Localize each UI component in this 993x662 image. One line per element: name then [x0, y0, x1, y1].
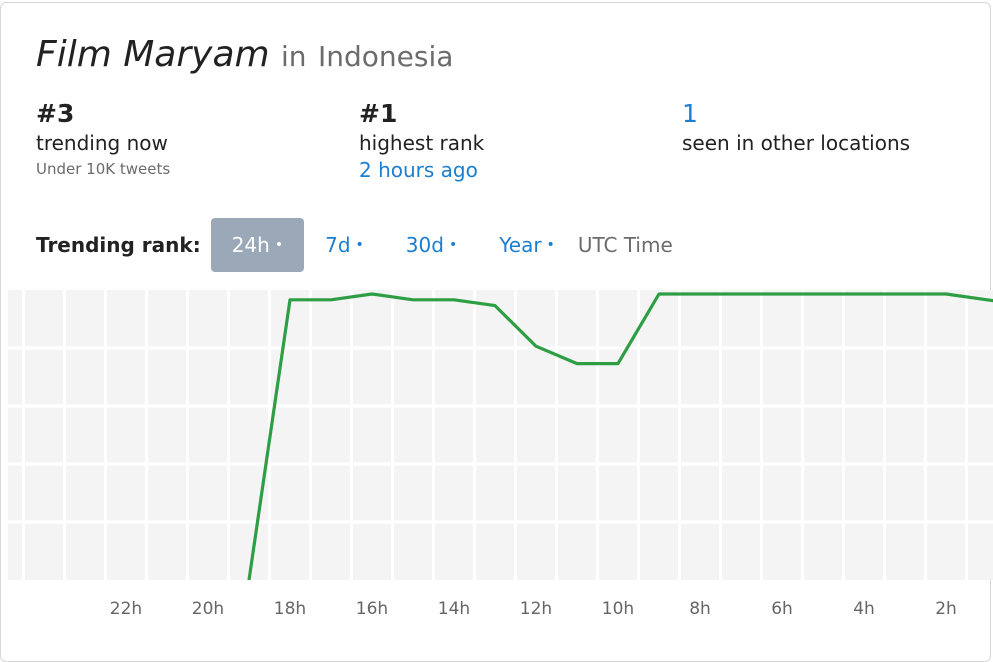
x-tick-label: 6h	[771, 599, 793, 619]
grid-line-vertical	[145, 290, 148, 580]
x-tick-label: 16h	[356, 599, 388, 619]
x-tick-label: 8h	[689, 599, 711, 619]
grid-line-vertical	[473, 290, 476, 580]
grid-line-horizontal	[8, 462, 993, 466]
range-24h-label: 24h	[231, 233, 270, 257]
stat-highest-rank: #1 highest rank 2 hours ago	[359, 99, 484, 183]
x-tick-label: 10h	[602, 599, 634, 619]
stat-current-rank: #3 trending now Under 10K tweets	[36, 99, 170, 181]
range-year-button[interactable]: Year •	[478, 218, 576, 272]
grid-line-vertical	[22, 290, 25, 580]
highest-rank-label: highest rank	[359, 131, 485, 155]
trend-location: Indonesia	[318, 40, 454, 73]
dot-icon: •	[448, 237, 458, 253]
grid-line-vertical	[883, 290, 886, 580]
grid-line-horizontal	[8, 404, 993, 408]
rank-series-line	[247, 292, 993, 581]
grid-line-vertical	[432, 290, 435, 580]
x-tick-label: 4h	[853, 599, 875, 619]
tweet-volume: Under 10K tweets	[36, 160, 171, 178]
grid-line-vertical	[104, 290, 107, 580]
grid-line-vertical	[678, 290, 681, 580]
highest-rank-time-link[interactable]: 2 hours ago	[359, 158, 478, 182]
location-prefix: in	[281, 40, 307, 73]
dot-icon: •	[355, 237, 364, 253]
range-7d-button[interactable]: 7d •	[304, 218, 385, 272]
x-tick-label: 2h	[935, 599, 957, 619]
x-tick-label: 12h	[520, 599, 552, 619]
stat-other-locations: 1 seen in other locations	[682, 99, 910, 157]
grid-line-vertical	[63, 290, 66, 580]
range-30d-label: 30d	[405, 233, 444, 257]
trend-topic: Film Maryam	[36, 34, 270, 75]
grid-line-vertical	[309, 290, 312, 580]
x-tick-label: 20h	[192, 599, 224, 619]
grid-line-vertical	[801, 290, 804, 580]
dot-icon: •	[274, 237, 284, 253]
grid-line-horizontal	[8, 520, 993, 524]
other-locations-label: seen in other locations	[682, 131, 911, 155]
grid-line-vertical	[596, 290, 599, 580]
highest-rank-value: #1	[359, 99, 398, 128]
grid-line-vertical	[391, 290, 394, 580]
trend-title: Film Maryam in Indonesia	[36, 33, 453, 79]
range-selector: Trending rank: 24h • 7d • 30d • Year • UTC T…	[36, 218, 673, 272]
grid-line-vertical	[514, 290, 517, 580]
grid-line-vertical	[965, 290, 968, 580]
grid-line-vertical	[227, 290, 230, 580]
grid-line-vertical	[719, 290, 722, 580]
grid-line-horizontal	[8, 346, 993, 350]
range-7d-label: 7d	[325, 233, 351, 257]
grid-line-vertical	[842, 290, 845, 580]
grid-line-vertical	[186, 290, 189, 580]
chart-plot-area	[8, 290, 993, 580]
rank-chart-svg: 22h 20h 18h 16h 14h 12h 10h 8h 6h 4h 2h	[8, 290, 993, 619]
other-locations-count[interactable]: 1	[682, 99, 698, 128]
timezone-toggle[interactable]: UTC Time	[577, 233, 673, 257]
current-rank-label: trending now	[36, 131, 168, 155]
grid-line-vertical	[924, 290, 927, 580]
grid-line-vertical	[637, 290, 640, 580]
x-tick-label: 14h	[438, 599, 470, 619]
grid-line-vertical	[350, 290, 353, 580]
trending-rank-label: Trending rank:	[36, 233, 201, 257]
range-year-label: Year	[499, 233, 542, 257]
range-24h-button[interactable]: 24h •	[210, 218, 305, 272]
current-rank-value: #3	[36, 99, 75, 128]
x-tick-label: 22h	[110, 599, 142, 619]
range-30d-button[interactable]: 30d •	[385, 218, 478, 272]
dot-icon: •	[546, 237, 555, 253]
grid-line-vertical	[760, 290, 763, 580]
rank-chart: 22h 20h 18h 16h 14h 12h 10h 8h 6h 4h 2h	[8, 290, 993, 644]
x-tick-label: 18h	[274, 599, 306, 619]
grid-line-vertical	[555, 290, 558, 580]
